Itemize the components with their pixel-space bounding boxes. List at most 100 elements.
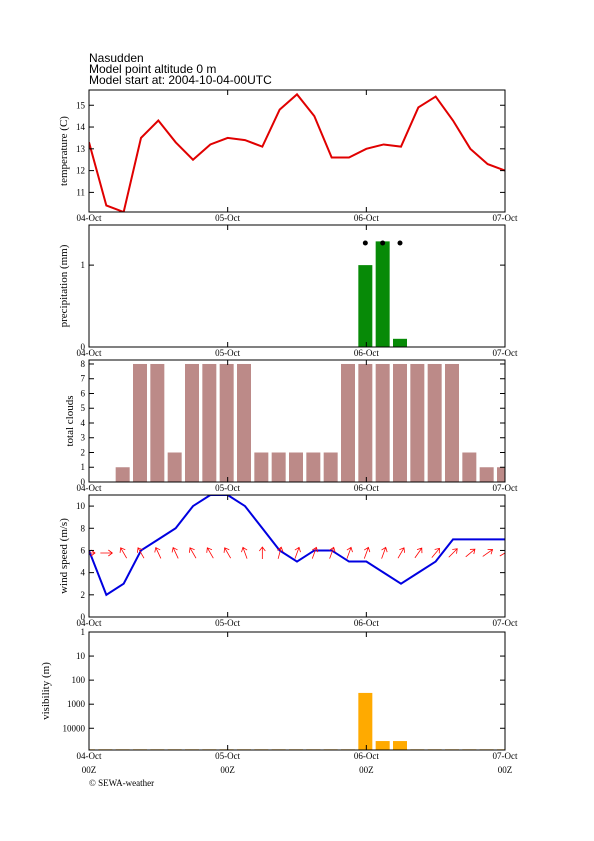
x-tick-label: 05-Oct	[215, 348, 240, 358]
wind-arrow	[381, 546, 388, 559]
x-tick-label: 04-Oct	[77, 751, 102, 761]
wind-arrow	[100, 549, 114, 557]
wind-arrow	[414, 547, 423, 559]
y-tick-label: 11	[76, 187, 85, 197]
bar	[254, 452, 269, 482]
wind-arrow	[241, 546, 248, 559]
bar	[306, 452, 321, 482]
y-tick-label: 2	[81, 590, 86, 600]
model-start: Model start at: 2004-10-04-00UTC	[89, 73, 272, 87]
bar	[393, 741, 407, 750]
x-tick-label: 05-Oct	[215, 213, 240, 223]
y-tick-label: 0	[81, 612, 86, 622]
plot-area	[89, 495, 505, 597]
x-tick-label: 07-Oct	[493, 483, 518, 493]
wind-arrow	[482, 548, 494, 557]
y-tick-label: 13	[76, 144, 86, 154]
y-axis-label: precipitation (mm)	[58, 244, 70, 327]
wind-arrow	[448, 548, 458, 558]
plot-area	[115, 363, 505, 482]
hour-label: 00Z	[220, 765, 235, 775]
bar	[358, 265, 373, 347]
y-tick-label: 0	[81, 477, 86, 487]
wind-arrow	[431, 547, 440, 558]
wind-arrow	[465, 548, 476, 558]
y-axis-label: wind speed (m/s)	[58, 518, 70, 594]
wind-arrow	[206, 547, 214, 559]
y-tick-label: 8	[81, 359, 86, 369]
y-tick-label: 3	[81, 433, 86, 443]
plot-frame	[88, 89, 506, 213]
plot-area	[89, 92, 505, 212]
bar	[497, 467, 505, 482]
y-tick-label: 4	[81, 568, 86, 578]
bar	[462, 452, 477, 482]
bar	[271, 452, 286, 482]
bar	[479, 467, 494, 482]
y-tick-label: 6	[81, 388, 86, 398]
y-tick-label: 1	[81, 462, 86, 472]
y-tick-label: 7	[81, 374, 86, 384]
plot-area	[89, 692, 505, 750]
x-tick-label: 07-Oct	[493, 618, 518, 628]
wind-arrow	[329, 546, 336, 559]
y-axis-label: temperature (C)	[58, 116, 70, 186]
plot-frame	[88, 494, 506, 618]
bar	[237, 363, 251, 482]
wind-arrow	[363, 546, 371, 559]
y-tick-label: 2	[81, 447, 86, 457]
wind-arrow	[397, 547, 405, 559]
y-axis-label: total clouds	[64, 395, 76, 446]
data-line	[89, 495, 505, 597]
bar	[150, 363, 165, 482]
y-tick-label: 8	[81, 523, 86, 533]
bar	[167, 452, 182, 482]
x-tick-label: 04-Oct	[77, 213, 102, 223]
x-tick-label: 04-Oct	[77, 618, 102, 628]
y-tick-label: 6	[81, 545, 86, 555]
wind-arrow	[223, 547, 232, 559]
y-tick-label: 1	[81, 627, 86, 637]
wind-arrow	[89, 549, 96, 557]
hour-label: 00Z	[82, 765, 97, 775]
bar	[358, 363, 373, 482]
y-tick-label: 1	[81, 260, 86, 270]
x-tick-label: 07-Oct	[493, 213, 518, 223]
bar	[427, 363, 442, 482]
wind-arrow	[311, 546, 319, 559]
x-tick-label: 05-Oct	[215, 483, 240, 493]
bar	[133, 363, 147, 482]
location: Nasudden	[89, 51, 144, 65]
y-axis-label: visibility (m)	[40, 662, 52, 720]
bar	[289, 452, 303, 482]
wind-arrow	[277, 546, 284, 559]
bar	[185, 363, 199, 482]
bar	[375, 241, 390, 347]
y-tick-label: 10	[76, 501, 86, 511]
x-tick-label: 06-Oct	[354, 618, 379, 628]
y-tick-label: 12	[76, 166, 85, 176]
copyright: © SEWA-weather	[89, 778, 154, 788]
bar	[445, 363, 459, 482]
y-tick-label: 100	[72, 675, 86, 685]
bar	[323, 452, 338, 482]
wind-arrow	[154, 546, 162, 559]
bar	[202, 363, 217, 482]
wind-arrow	[189, 547, 197, 559]
wind-arrow	[259, 546, 266, 559]
y-tick-label: 14	[76, 122, 86, 132]
data-line	[89, 92, 505, 212]
precip-symbol	[397, 240, 403, 246]
precip-symbol	[362, 240, 368, 246]
x-tick-label: 05-Oct	[215, 751, 240, 761]
x-tick-label: 06-Oct	[354, 348, 379, 358]
bar	[358, 692, 373, 750]
hour-label: 00Z	[498, 765, 513, 775]
bar	[115, 467, 130, 482]
wind-arrow	[171, 546, 179, 559]
bar	[375, 363, 390, 482]
hour-label: 00Z	[359, 765, 374, 775]
wind-arrow	[346, 546, 353, 559]
plot-area	[358, 241, 407, 347]
